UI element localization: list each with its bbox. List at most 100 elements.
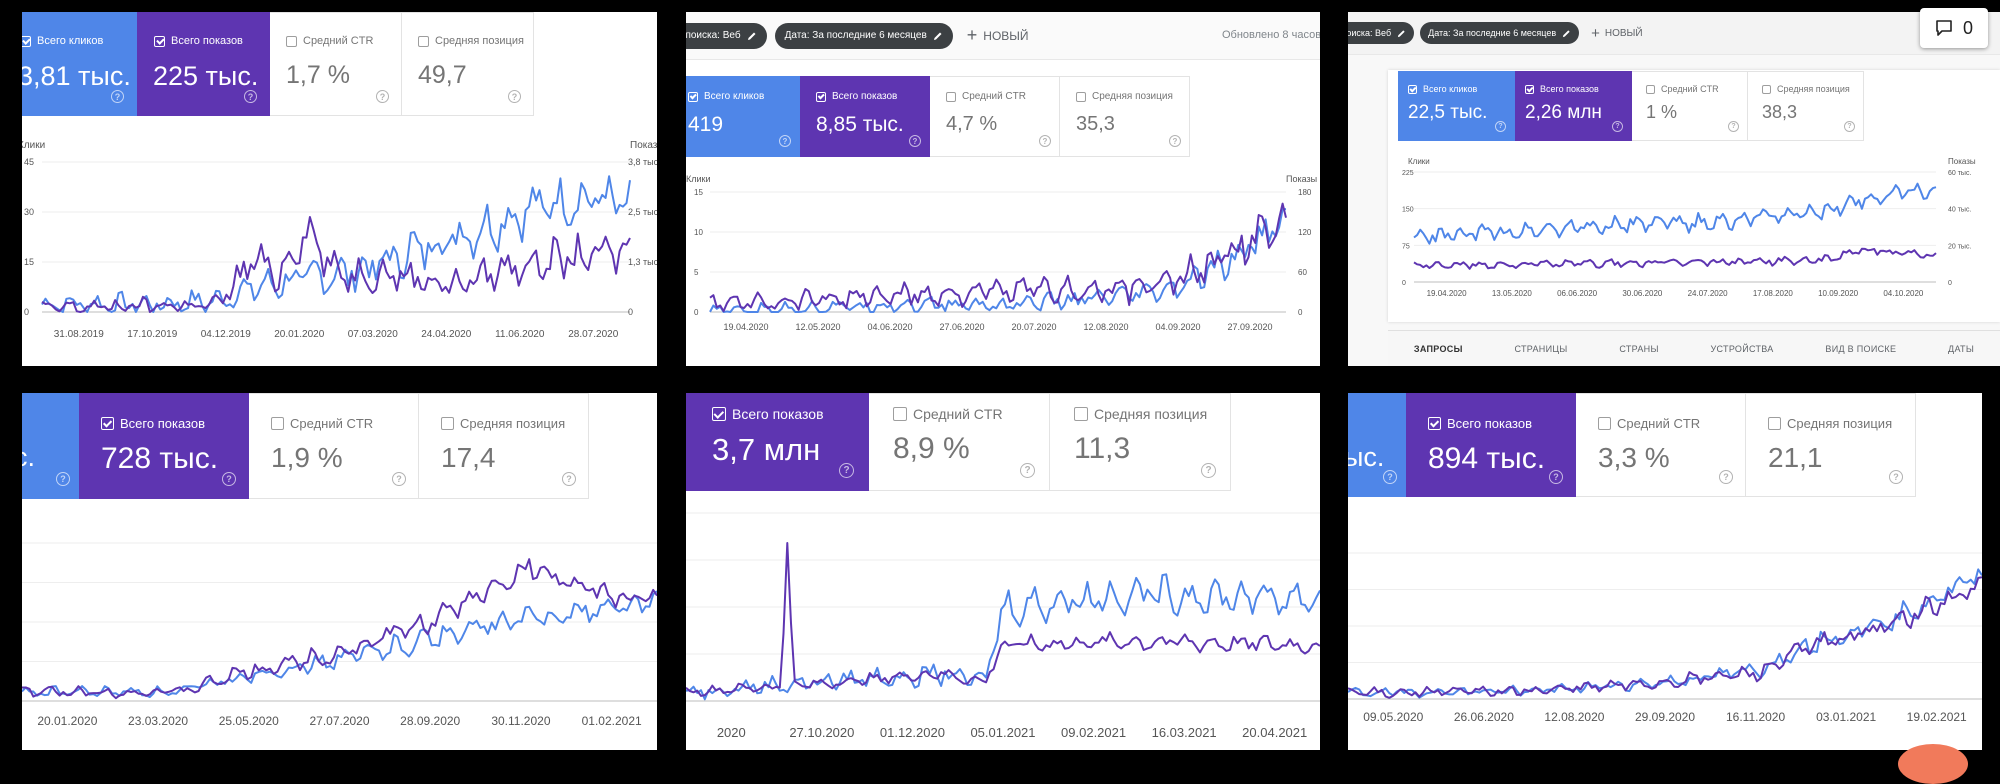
filter-chip-date[interactable]: Дата: За последние 6 месяцев bbox=[1420, 22, 1580, 44]
x-tick-label: 28.09.2020 bbox=[400, 714, 460, 728]
help-icon[interactable]: ? bbox=[1719, 470, 1733, 484]
help-icon[interactable]: ? bbox=[1383, 470, 1397, 484]
tab-pages[interactable]: СТРАНИЦЫ bbox=[1514, 344, 1568, 354]
checkbox-icon[interactable] bbox=[1076, 91, 1086, 102]
help-icon[interactable]: ? bbox=[111, 90, 124, 103]
card-average-ctr[interactable]: Средний CTR 3,3 % ? bbox=[1576, 393, 1746, 497]
card-average-position[interactable]: Средняя позиция 17,4 ? bbox=[419, 393, 589, 499]
help-icon[interactable]: ? bbox=[1728, 121, 1739, 132]
card-average-position[interactable]: Средняя позиция 35,3 ? bbox=[1060, 76, 1190, 157]
help-icon[interactable]: ? bbox=[1169, 135, 1181, 147]
comments-button[interactable]: 0 bbox=[1920, 8, 1988, 48]
checkbox-icon[interactable] bbox=[22, 35, 31, 47]
checkbox-icon[interactable] bbox=[1768, 417, 1781, 430]
card-total-clicks[interactable]: Всего кликов 22,5 тыс. ? bbox=[1398, 71, 1515, 141]
checkbox-icon[interactable] bbox=[712, 407, 726, 421]
card-label: Средняя позиция bbox=[460, 416, 566, 431]
help-icon[interactable]: ? bbox=[562, 472, 576, 486]
x-tick-label: 12.08.2020 bbox=[1544, 710, 1604, 724]
checkbox-icon[interactable] bbox=[1762, 84, 1771, 94]
help-icon[interactable]: ? bbox=[244, 90, 257, 103]
add-filter-button[interactable]: + НОВЫЙ bbox=[1591, 25, 1642, 42]
help-icon[interactable]: ? bbox=[779, 135, 791, 147]
checkbox-icon[interactable] bbox=[441, 417, 454, 430]
card-total-impressions[interactable]: Всего показов 225 тыс. ? bbox=[137, 12, 270, 116]
card-total-clicks[interactable]: ыс. ? bbox=[1348, 393, 1406, 497]
filter-bar: Тип поиска: Веб Дата: За последние 6 мес… bbox=[686, 12, 1320, 60]
left-tick-label: 15 bbox=[694, 188, 703, 197]
add-filter-button[interactable]: + НОВЫЙ bbox=[967, 25, 1029, 46]
card-average-position[interactable]: Средняя позиция 38,3 ? bbox=[1748, 71, 1864, 141]
help-icon[interactable]: ? bbox=[1889, 470, 1903, 484]
checkbox-icon[interactable] bbox=[688, 91, 698, 102]
x-tick-label: 24.04.2020 bbox=[421, 329, 471, 340]
help-icon[interactable]: ? bbox=[1549, 470, 1563, 484]
card-total-impressions[interactable]: Всего показов 2,26 млн ? bbox=[1515, 71, 1632, 141]
card-total-clicks[interactable]: с. ? bbox=[22, 393, 79, 499]
filter-chip-date[interactable]: Дата: За последние 6 месяцев bbox=[774, 22, 953, 49]
checkbox-icon[interactable] bbox=[1598, 417, 1611, 430]
help-icon[interactable]: ? bbox=[376, 90, 389, 103]
x-tick-label: 09.02.2021 bbox=[1061, 725, 1126, 740]
filter-chip-search-type[interactable]: Тип поиска: Веб bbox=[1348, 22, 1415, 44]
card-average-ctr[interactable]: Средний CTR 4,7 % ? bbox=[930, 76, 1060, 157]
checkbox-icon[interactable] bbox=[1428, 417, 1441, 430]
tab-queries[interactable]: ЗАПРОСЫ bbox=[1413, 344, 1463, 354]
card-total-impressions[interactable]: Всего показов 8,85 тыс. ? bbox=[800, 76, 930, 157]
help-icon[interactable]: ? bbox=[508, 90, 521, 103]
help-icon[interactable]: ? bbox=[392, 472, 406, 486]
card-label: Всего кликов bbox=[37, 35, 104, 47]
metric-cards: Всего показов 3,7 млн ? Средний CTR 8,9 … bbox=[686, 393, 1231, 491]
checkbox-icon[interactable] bbox=[1646, 84, 1655, 94]
card-total-impressions[interactable]: Всего показов 728 тыс. ? bbox=[79, 393, 249, 499]
help-icon[interactable]: ? bbox=[909, 135, 921, 147]
card-total-clicks[interactable]: Всего кликов 419 ? bbox=[686, 76, 800, 157]
card-average-ctr[interactable]: Средний CTR 1,9 % ? bbox=[249, 393, 419, 499]
card-total-clicks[interactable]: Всего кликов 3,81 тыс. ? bbox=[22, 12, 137, 116]
checkbox-icon[interactable] bbox=[946, 91, 956, 102]
checkbox-icon[interactable] bbox=[816, 91, 826, 102]
card-average-position[interactable]: Средняя позиция 49,7 ? bbox=[402, 12, 534, 116]
right-tick-label: 1,3 тыс. bbox=[628, 257, 657, 267]
checkbox-icon[interactable] bbox=[1408, 84, 1417, 94]
plus-icon: + bbox=[966, 25, 978, 45]
metric-cards: Всего кликов 419 ? Всего показов 8,85 ты… bbox=[686, 76, 1190, 157]
x-tick-label: 09.05.2020 bbox=[1363, 710, 1423, 724]
tab-dates[interactable]: ДАТЫ bbox=[1948, 344, 1975, 354]
tab-devices[interactable]: УСТРОЙСТВА bbox=[1710, 344, 1774, 354]
help-icon[interactable]: ? bbox=[1495, 121, 1506, 132]
chip-label: Тип поиска: Веб bbox=[686, 30, 741, 41]
help-icon[interactable]: ? bbox=[839, 463, 854, 478]
x-tick-label: 29.09.2020 bbox=[1635, 710, 1695, 724]
checkbox-icon[interactable] bbox=[1074, 407, 1088, 421]
help-icon[interactable]: ? bbox=[1020, 463, 1035, 478]
tab-search-appearance[interactable]: ВИД В ПОИСКЕ bbox=[1825, 344, 1897, 354]
card-label: Всего показов bbox=[120, 416, 205, 431]
checkbox-icon[interactable] bbox=[418, 35, 429, 47]
help-icon[interactable]: ? bbox=[1201, 463, 1216, 478]
card-average-ctr[interactable]: Средний CTR 8,9 % ? bbox=[869, 393, 1050, 491]
checkbox-icon[interactable] bbox=[101, 417, 114, 430]
help-icon[interactable]: ? bbox=[1844, 121, 1855, 132]
checkbox-icon[interactable] bbox=[271, 417, 284, 430]
card-average-ctr[interactable]: Средний CTR 1 % ? bbox=[1632, 71, 1748, 141]
help-icon[interactable]: ? bbox=[1039, 135, 1051, 147]
left-axis-label: Клики bbox=[686, 174, 711, 184]
checkbox-icon[interactable] bbox=[286, 35, 297, 47]
performance-chart: Клики Показы 0 75 150 225 0 20 тыс. 40 тыс. 60 … bbox=[1402, 157, 1976, 298]
tab-countries[interactable]: СТРАНЫ bbox=[1619, 344, 1659, 354]
filter-chip-search-type[interactable]: Тип поиска: Веб bbox=[686, 22, 767, 49]
checkbox-icon[interactable] bbox=[1525, 84, 1534, 94]
help-icon[interactable]: ? bbox=[1612, 121, 1623, 132]
card-average-ctr[interactable]: Средний CTR 1,7 % ? bbox=[270, 12, 402, 116]
floating-action-button[interactable] bbox=[1898, 744, 1968, 784]
card-average-position[interactable]: Средняя позиция 11,3 ? bbox=[1050, 393, 1231, 491]
checkbox-icon[interactable] bbox=[893, 407, 907, 421]
help-icon[interactable]: ? bbox=[56, 472, 70, 486]
card-total-impressions[interactable]: Всего показов 3,7 млн ? bbox=[686, 393, 869, 491]
checkbox-icon[interactable] bbox=[154, 35, 165, 47]
card-total-impressions[interactable]: Всего показов 894 тыс. ? bbox=[1406, 393, 1576, 497]
card-label: Всего кликов bbox=[704, 91, 765, 102]
card-average-position[interactable]: Средняя позиция 21,1 ? bbox=[1746, 393, 1916, 497]
help-icon[interactable]: ? bbox=[222, 472, 236, 486]
